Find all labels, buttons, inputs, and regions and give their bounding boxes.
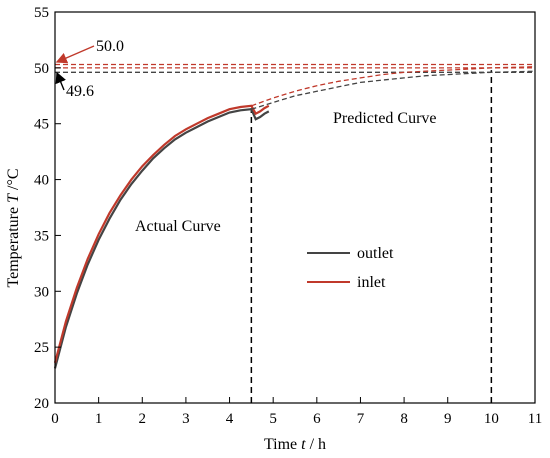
legend-label-inlet: inlet	[357, 274, 386, 291]
x-tick-label: 11	[528, 411, 542, 427]
annotation-50: 50.0	[96, 38, 124, 55]
legend-label-outlet: outlet	[357, 245, 394, 262]
series-line-outlet-predicted	[251, 70, 536, 110]
y-tick-label: 25	[34, 340, 49, 356]
x-axis-title: Time t / h	[264, 436, 326, 453]
annotation-50-arrow	[55, 45, 95, 64]
x-tick-label: 6	[313, 411, 321, 427]
y-axis-title: Temperature T /°C	[5, 168, 22, 287]
y-tick-label: 30	[34, 284, 49, 300]
y-tick-label: 55	[34, 5, 49, 21]
annotation-49-6-arrow	[55, 71, 66, 91]
actual-curve-label: Actual Curve	[135, 218, 221, 235]
x-tick-label: 7	[357, 411, 365, 427]
plot-area	[53, 63, 536, 403]
x-tick-label: 2	[139, 411, 147, 427]
x-tick-label: 9	[444, 411, 452, 427]
series-line-outlet-measured	[53, 108, 270, 369]
x-tick-label: 10	[484, 411, 499, 427]
annotation-49-6: 49.6	[66, 83, 94, 100]
predicted-curve-label: Predicted Curve	[333, 110, 437, 127]
y-tick-label: 20	[34, 396, 49, 412]
y-tick-label: 50	[34, 61, 49, 77]
y-tick-label: 40	[34, 173, 49, 189]
x-tick-label: 1	[95, 411, 103, 427]
x-tick-label: 8	[400, 411, 408, 427]
series-line-inlet-predicted	[251, 66, 536, 107]
legend: outlet inlet	[307, 245, 394, 291]
y-tick-label: 35	[34, 228, 49, 244]
y-tick-label: 45	[34, 117, 49, 133]
plot-frame	[54, 11, 536, 404]
x-tick-label: 3	[182, 411, 190, 427]
x-tick-label: 4	[226, 411, 234, 427]
x-tick-label: 0	[51, 411, 59, 427]
x-tick-label: 5	[269, 411, 277, 427]
